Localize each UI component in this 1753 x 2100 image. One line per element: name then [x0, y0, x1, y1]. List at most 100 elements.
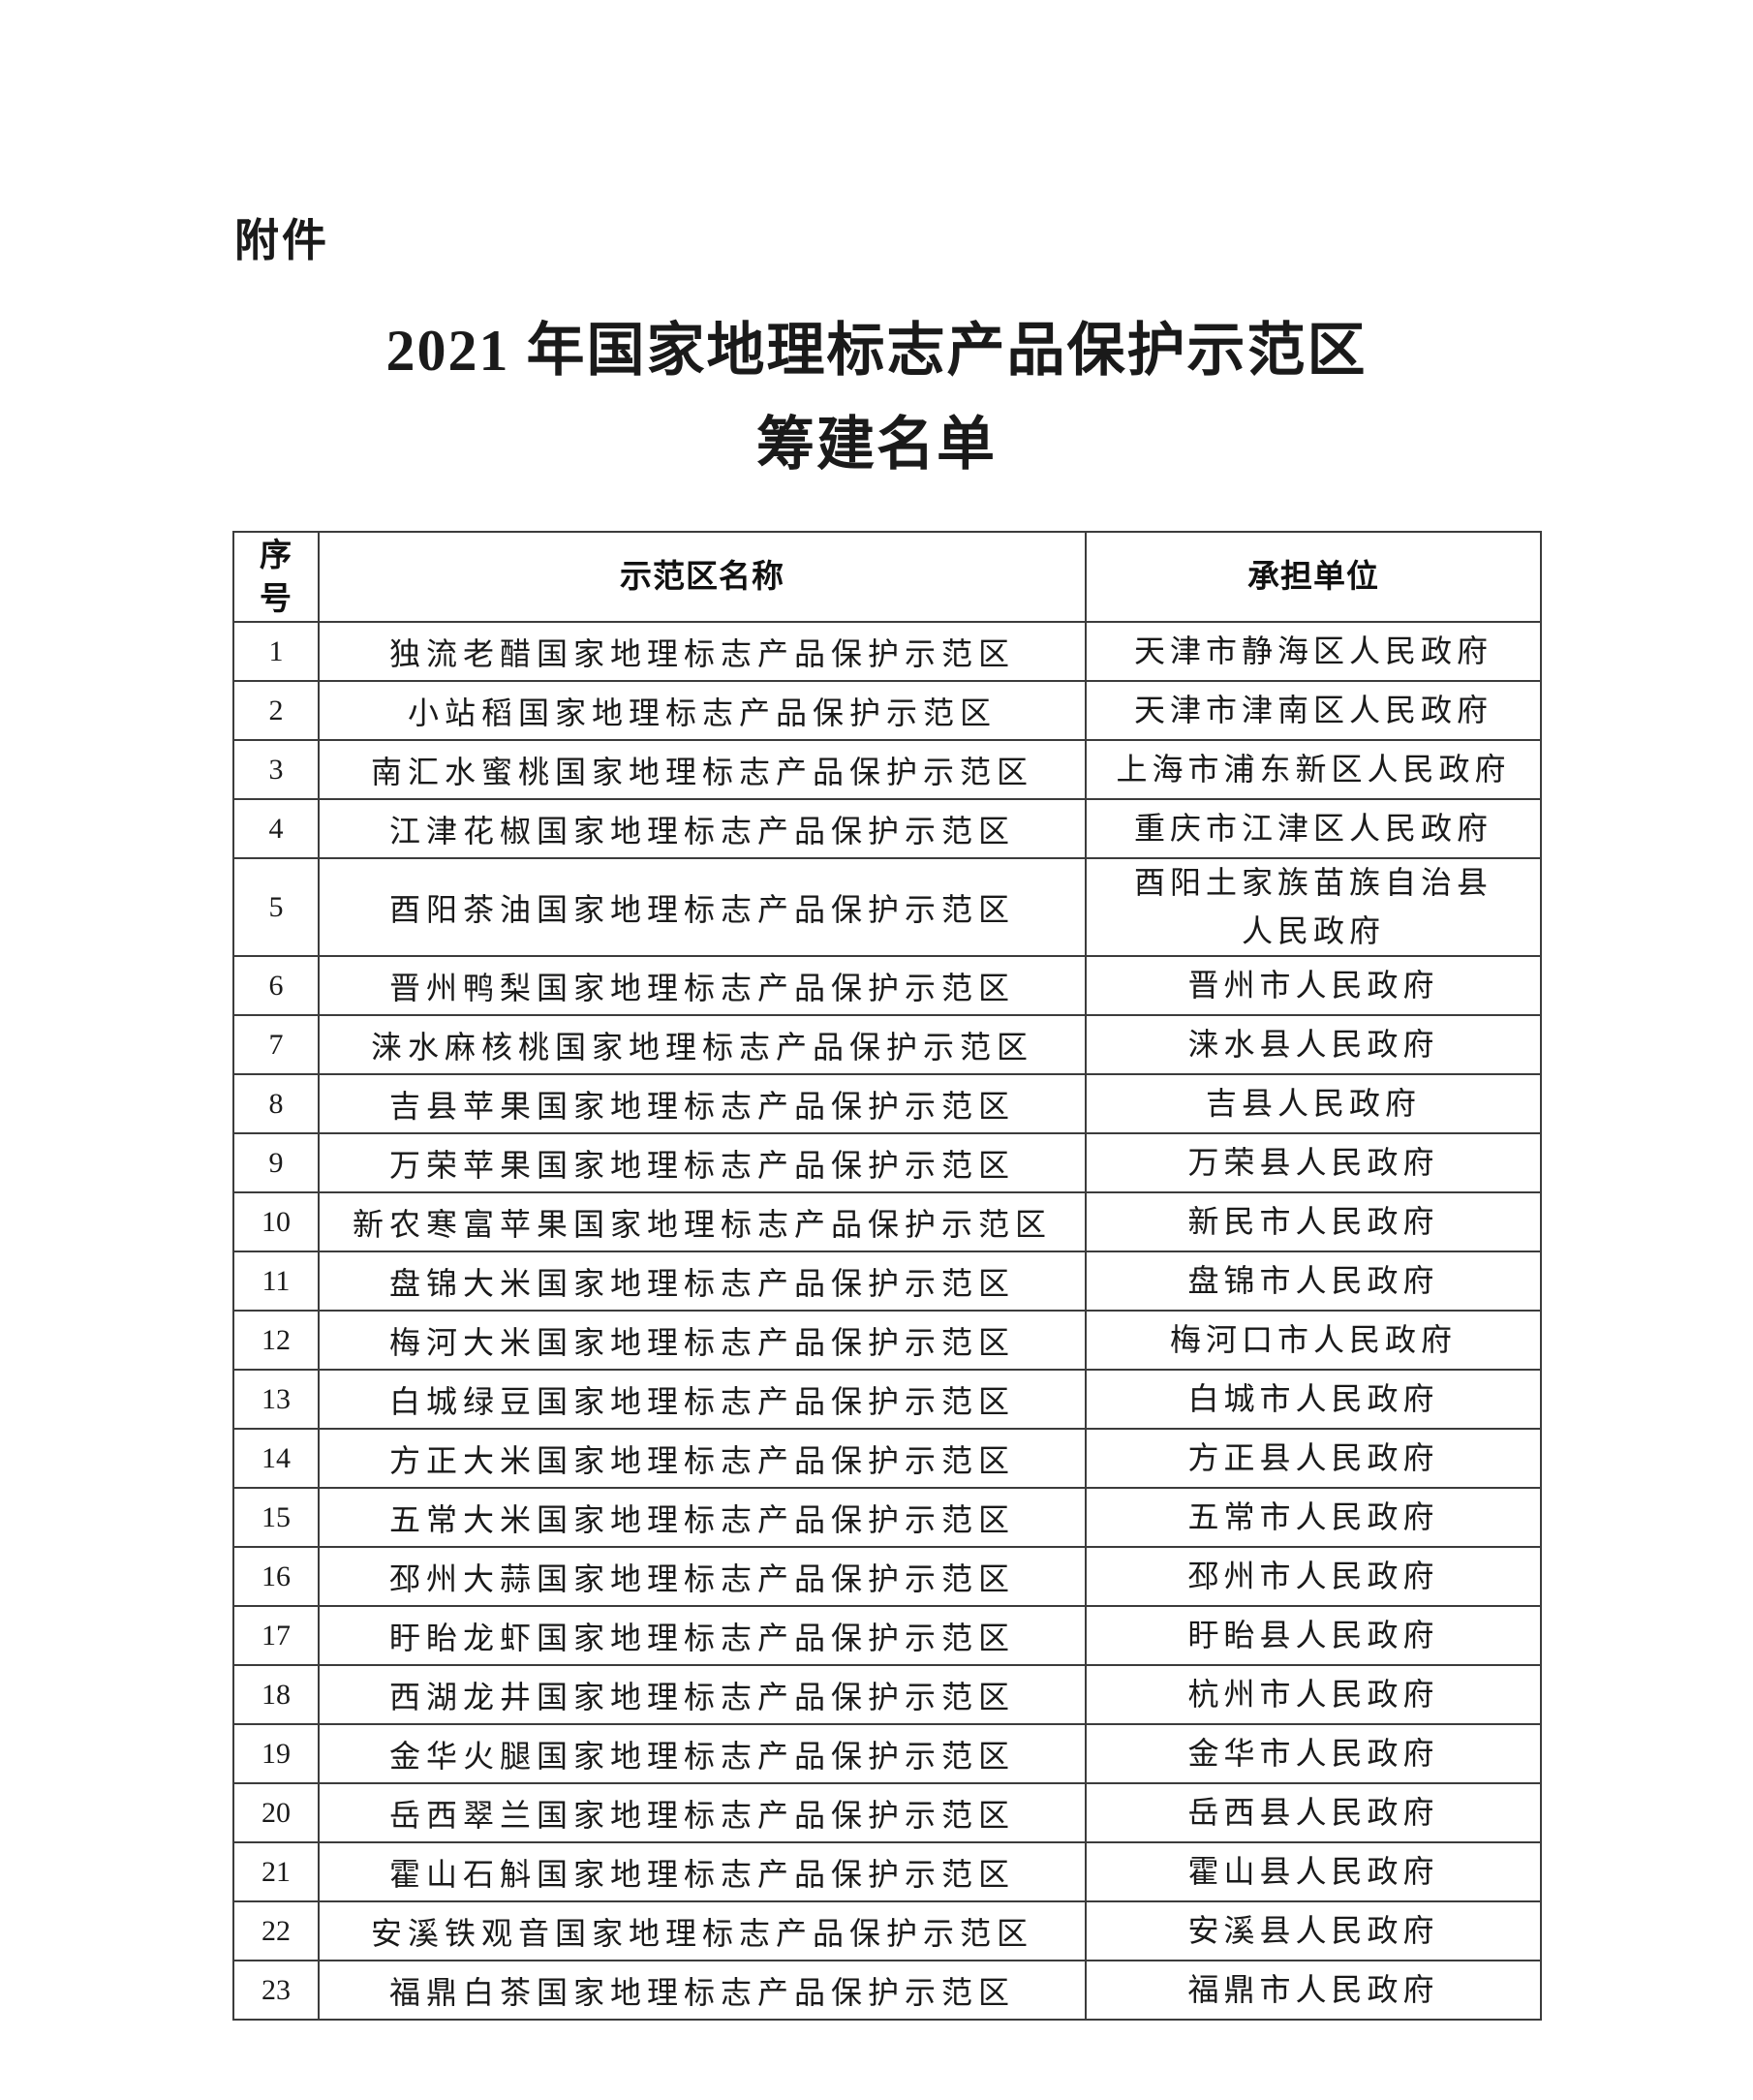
row-serial-number: 18: [232, 1664, 320, 1726]
row-undertaking-unit: 重庆市江津区人民政府: [1085, 798, 1542, 859]
table-row: 21 霍山石斛国家地理标志产品保护示范区 霍山县人民政府: [232, 1841, 1542, 1903]
table-row: 7 涞水麻核桃国家地理标志产品保护示范区 涞水县人民政府: [232, 1014, 1542, 1076]
attachment-label: 附件: [234, 215, 329, 265]
table-row: 5 酉阳茶油国家地理标志产品保护示范区 酉阳土家族苗族自治县 人民政府: [232, 856, 1542, 958]
row-zone-name: 邳州大蒜国家地理标志产品保护示范区: [318, 1546, 1087, 1608]
row-undertaking-unit: 涞水县人民政府: [1085, 1014, 1542, 1076]
table-row: 9 万荣苹果国家地理标志产品保护示范区 万荣县人民政府: [232, 1132, 1542, 1194]
row-zone-name: 吉县苹果国家地理标志产品保护示范区: [318, 1073, 1087, 1135]
table-row: 15 五常大米国家地理标志产品保护示范区 五常市人民政府: [232, 1487, 1542, 1549]
header-zone-name: 示范区名称: [318, 531, 1087, 623]
row-serial-number: 10: [232, 1191, 320, 1253]
row-serial-number: 12: [232, 1310, 320, 1372]
row-undertaking-unit: 霍山县人民政府: [1085, 1841, 1542, 1903]
row-undertaking-unit: 天津市静海区人民政府: [1085, 621, 1542, 682]
row-undertaking-unit: 梅河口市人民政府: [1085, 1310, 1542, 1372]
row-zone-name: 金华火腿国家地理标志产品保护示范区: [318, 1723, 1087, 1785]
table-row: 12 梅河大米国家地理标志产品保护示范区 梅河口市人民政府: [232, 1310, 1542, 1372]
row-undertaking-unit: 晋州市人民政府: [1085, 955, 1542, 1017]
row-serial-number: 6: [232, 955, 320, 1017]
row-serial-number: 16: [232, 1546, 320, 1608]
row-serial-number: 11: [232, 1251, 320, 1312]
row-undertaking-unit: 金华市人民政府: [1085, 1723, 1542, 1785]
row-serial-number: 7: [232, 1014, 320, 1076]
table-header-row: 序 号 示范区名称 承担单位: [232, 531, 1542, 623]
row-undertaking-unit: 安溪县人民政府: [1085, 1900, 1542, 1962]
row-undertaking-unit: 杭州市人民政府: [1085, 1664, 1542, 1726]
row-undertaking-unit: 五常市人民政府: [1085, 1487, 1542, 1549]
table-row: 6 晋州鸭梨国家地理标志产品保护示范区 晋州市人民政府: [232, 955, 1542, 1017]
table-row: 23 福鼎白茶国家地理标志产品保护示范区 福鼎市人民政府: [232, 1960, 1542, 2022]
table-row: 16 邳州大蒜国家地理标志产品保护示范区 邳州市人民政府: [232, 1546, 1542, 1608]
row-zone-name: 小站稻国家地理标志产品保护示范区: [318, 680, 1087, 741]
header-serial-number: 序 号: [232, 531, 320, 623]
row-undertaking-unit: 吉县人民政府: [1085, 1073, 1542, 1135]
row-zone-name: 霍山石斛国家地理标志产品保护示范区: [318, 1841, 1087, 1903]
row-zone-name: 万荣苹果国家地理标志产品保护示范区: [318, 1132, 1087, 1194]
row-zone-name: 西湖龙井国家地理标志产品保护示范区: [318, 1664, 1087, 1726]
table-row: 18 西湖龙井国家地理标志产品保护示范区 杭州市人民政府: [232, 1664, 1542, 1726]
page-title: 2021 年国家地理标志产品保护示范区 筹建名单: [0, 304, 1753, 492]
row-undertaking-unit: 白城市人民政府: [1085, 1369, 1542, 1431]
row-undertaking-unit: 天津市津南区人民政府: [1085, 680, 1542, 741]
row-serial-number: 8: [232, 1073, 320, 1135]
row-undertaking-unit: 福鼎市人民政府: [1085, 1960, 1542, 2022]
page-title-line1: 2021 年国家地理标志产品保护示范区: [385, 319, 1368, 383]
row-serial-number: 14: [232, 1428, 320, 1490]
table-row: 13 白城绿豆国家地理标志产品保护示范区 白城市人民政府: [232, 1369, 1542, 1431]
row-zone-name: 酉阳茶油国家地理标志产品保护示范区: [318, 856, 1087, 958]
row-zone-name: 江津花椒国家地理标志产品保护示范区: [318, 798, 1087, 859]
table-row: 14 方正大米国家地理标志产品保护示范区 方正县人民政府: [232, 1428, 1542, 1490]
row-zone-name: 安溪铁观音国家地理标志产品保护示范区: [318, 1900, 1087, 1962]
row-zone-name: 盘锦大米国家地理标志产品保护示范区: [318, 1251, 1087, 1312]
row-undertaking-unit: 盘锦市人民政府: [1085, 1251, 1542, 1312]
table-row: 22 安溪铁观音国家地理标志产品保护示范区 安溪县人民政府: [232, 1900, 1542, 1962]
row-undertaking-unit: 岳西县人民政府: [1085, 1782, 1542, 1844]
row-serial-number: 19: [232, 1723, 320, 1785]
row-serial-number: 13: [232, 1369, 320, 1431]
table-row: 17 盱眙龙虾国家地理标志产品保护示范区 盱眙县人民政府: [232, 1605, 1542, 1667]
row-zone-name: 岳西翠兰国家地理标志产品保护示范区: [318, 1782, 1087, 1844]
row-zone-name: 盱眙龙虾国家地理标志产品保护示范区: [318, 1605, 1087, 1667]
row-undertaking-unit: 新民市人民政府: [1085, 1191, 1542, 1253]
table-row: 2 小站稻国家地理标志产品保护示范区 天津市津南区人民政府: [232, 680, 1542, 741]
row-serial-number: 1: [232, 621, 320, 682]
row-serial-number: 17: [232, 1605, 320, 1667]
row-serial-number: 23: [232, 1960, 320, 2022]
table-row: 10 新农寒富苹果国家地理标志产品保护示范区 新民市人民政府: [232, 1191, 1542, 1253]
table-row: 11 盘锦大米国家地理标志产品保护示范区 盘锦市人民政府: [232, 1251, 1542, 1312]
row-zone-name: 涞水麻核桃国家地理标志产品保护示范区: [318, 1014, 1087, 1076]
row-zone-name: 晋州鸭梨国家地理标志产品保护示范区: [318, 955, 1087, 1017]
row-serial-number: 22: [232, 1900, 320, 1962]
row-zone-name: 梅河大米国家地理标志产品保护示范区: [318, 1310, 1087, 1372]
header-undertaking-unit: 承担单位: [1085, 531, 1542, 623]
row-zone-name: 独流老醋国家地理标志产品保护示范区: [318, 621, 1087, 682]
row-serial-number: 5: [232, 856, 320, 958]
row-undertaking-unit: 万荣县人民政府: [1085, 1132, 1542, 1194]
table-row: 3 南汇水蜜桃国家地理标志产品保护示范区 上海市浦东新区人民政府: [232, 739, 1542, 800]
table-row: 1 独流老醋国家地理标志产品保护示范区 天津市静海区人民政府: [232, 621, 1542, 682]
row-undertaking-unit: 邳州市人民政府: [1085, 1546, 1542, 1608]
page-title-line2: 筹建名单: [756, 413, 997, 478]
row-zone-name: 南汇水蜜桃国家地理标志产品保护示范区: [318, 739, 1087, 800]
table-row: 8 吉县苹果国家地理标志产品保护示范区 吉县人民政府: [232, 1073, 1542, 1135]
row-serial-number: 9: [232, 1132, 320, 1194]
row-serial-number: 15: [232, 1487, 320, 1549]
row-zone-name: 新农寒富苹果国家地理标志产品保护示范区: [318, 1191, 1087, 1253]
row-zone-name: 方正大米国家地理标志产品保护示范区: [318, 1428, 1087, 1490]
row-serial-number: 20: [232, 1782, 320, 1844]
demonstration-zone-table: 序 号 示范区名称 承担单位 1 独流老醋国家地理标志产品保护示范区 天津市静海…: [232, 531, 1542, 2022]
row-zone-name: 五常大米国家地理标志产品保护示范区: [318, 1487, 1087, 1549]
table-row: 19 金华火腿国家地理标志产品保护示范区 金华市人民政府: [232, 1723, 1542, 1785]
row-undertaking-unit: 方正县人民政府: [1085, 1428, 1542, 1490]
table-row: 4 江津花椒国家地理标志产品保护示范区 重庆市江津区人民政府: [232, 798, 1542, 859]
row-zone-name: 福鼎白茶国家地理标志产品保护示范区: [318, 1960, 1087, 2022]
row-serial-number: 3: [232, 739, 320, 800]
row-serial-number: 21: [232, 1841, 320, 1903]
row-serial-number: 4: [232, 798, 320, 859]
row-serial-number: 2: [232, 680, 320, 741]
row-undertaking-unit: 上海市浦东新区人民政府: [1085, 739, 1542, 800]
row-zone-name: 白城绿豆国家地理标志产品保护示范区: [318, 1369, 1087, 1431]
row-undertaking-unit: 盱眙县人民政府: [1085, 1605, 1542, 1667]
table-row: 20 岳西翠兰国家地理标志产品保护示范区 岳西县人民政府: [232, 1782, 1542, 1844]
